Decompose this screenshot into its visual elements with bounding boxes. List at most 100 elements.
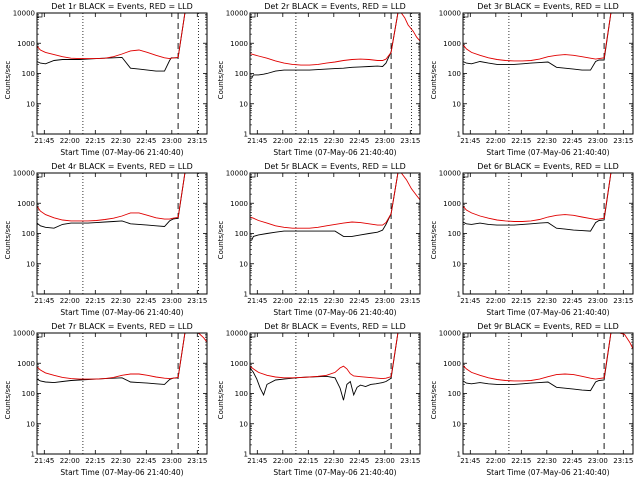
x-tick-label: 22:30 <box>537 457 557 465</box>
series-line-lld <box>37 173 189 222</box>
panel-title: Det 7r BLACK = Events, RED = LLD <box>51 322 193 331</box>
x-tick-label: 22:30 <box>111 457 131 465</box>
x-tick-label: 22:45 <box>562 137 582 145</box>
y-tick-label: 10000 <box>439 330 461 338</box>
y-axis-label: Counts/sec <box>217 220 225 260</box>
x-tick-label: 22:45 <box>136 297 156 305</box>
x-axis-label: Start Time (07-May-06 21:40:40) <box>273 148 397 157</box>
y-tick-label: 1000 <box>443 360 461 368</box>
panel-title: Det 8r BLACK = Events, RED = LLD <box>264 322 406 331</box>
x-tick-label: 22:30 <box>324 457 344 465</box>
series-line-lld <box>463 13 615 62</box>
series-line-events <box>250 173 402 241</box>
x-tick-label: 22:00 <box>60 137 80 145</box>
x-tick-label: 22:15 <box>85 137 105 145</box>
x-tick-label: 23:00 <box>162 297 182 305</box>
y-tick-label: 10 <box>239 100 248 108</box>
corner-marker <box>249 172 256 178</box>
y-tick-label: 100 <box>235 230 248 238</box>
x-tick-label: 21:45 <box>34 297 54 305</box>
x-tick-label: 22:30 <box>324 137 344 145</box>
x-tick-label: 23:00 <box>162 137 182 145</box>
x-tick-label: 22:45 <box>562 297 582 305</box>
x-tick-label: 22:45 <box>136 137 156 145</box>
chart-svg: 1 10 100 1000 10000 21:45 22:00 22:15 22:30 22:45… <box>226 170 421 305</box>
panel-title: Det 3r BLACK = Events, RED = LLD <box>477 2 619 11</box>
series-line-events <box>37 173 189 229</box>
y-tick-label: 10000 <box>226 10 248 18</box>
x-tick-label: 21:45 <box>460 457 480 465</box>
series-line-lld <box>250 173 420 229</box>
y-tick-label: 1000 <box>17 40 35 48</box>
panel-title: Det 4r BLACK = Events, RED = LLD <box>51 162 193 171</box>
x-axis-label: Start Time (07-May-06 21:40:40) <box>486 308 610 317</box>
series-line-lld <box>37 333 207 380</box>
x-tick-label: 22:15 <box>511 297 531 305</box>
detector-panel-7: 1 10 100 1000 10000 21:45 22:00 22:15 22:30 22:45… <box>0 320 213 480</box>
x-tick-label: 22:00 <box>273 457 293 465</box>
x-tick-label: 22:00 <box>273 137 293 145</box>
y-tick-label: 10000 <box>226 170 248 178</box>
y-tick-label: 100 <box>235 70 248 78</box>
detector-panel-6: 1 10 100 1000 10000 21:45 22:00 22:15 22:30 22:45… <box>426 160 639 320</box>
corner-marker <box>36 332 43 338</box>
x-tick-label: 22:45 <box>349 137 369 145</box>
y-tick-label: 10000 <box>13 170 35 178</box>
corner-marker <box>462 332 469 338</box>
x-axis-label: Start Time (07-May-06 21:40:40) <box>273 468 397 477</box>
y-tick-label: 100 <box>22 230 35 238</box>
x-tick-label: 23:15 <box>400 137 420 145</box>
x-axis-label: Start Time (07-May-06 21:40:40) <box>486 148 610 157</box>
series-line-lld <box>463 333 633 382</box>
x-tick-label: 21:45 <box>34 457 54 465</box>
y-tick-label: 1000 <box>17 200 35 208</box>
x-tick-label: 23:15 <box>613 137 633 145</box>
plot-frame <box>36 12 208 135</box>
plot-frame <box>249 332 421 455</box>
panel-title: Det 5r BLACK = Events, RED = LLD <box>264 162 406 171</box>
chart-svg: 1 10 100 1000 10000 21:45 22:00 22:15 22:30 22:45… <box>13 170 208 305</box>
y-tick-label: 1000 <box>230 200 248 208</box>
x-tick-label: 22:15 <box>511 137 531 145</box>
x-tick-label: 22:15 <box>511 457 531 465</box>
y-tick-label: 1 <box>244 291 248 299</box>
x-tick-label: 22:00 <box>60 297 80 305</box>
x-tick-label: 23:00 <box>375 137 395 145</box>
corner-marker <box>462 12 469 18</box>
y-tick-label: 100 <box>448 390 461 398</box>
plot-frame <box>36 172 208 295</box>
x-tick-label: 21:45 <box>460 297 480 305</box>
plot-frame <box>249 12 421 135</box>
y-tick-label: 10 <box>26 260 35 268</box>
y-tick-label: 10 <box>239 260 248 268</box>
series-line-events <box>463 13 615 71</box>
y-tick-label: 100 <box>22 70 35 78</box>
plot-frame <box>36 332 208 455</box>
x-tick-label: 22:15 <box>298 137 318 145</box>
x-tick-label: 23:00 <box>588 297 608 305</box>
y-tick-label: 1 <box>244 131 248 139</box>
y-tick-label: 10000 <box>13 330 35 338</box>
detector-panel-3: 1 10 100 1000 10000 21:45 22:00 22:15 22:30 22:45… <box>426 0 639 160</box>
x-tick-label: 23:15 <box>187 137 207 145</box>
series-line-events <box>250 13 420 79</box>
x-tick-label: 23:15 <box>187 457 207 465</box>
x-tick-label: 22:15 <box>298 457 318 465</box>
y-tick-label: 1000 <box>443 200 461 208</box>
y-tick-label: 1 <box>244 451 248 459</box>
y-tick-label: 100 <box>22 390 35 398</box>
panel-title: Det 1r BLACK = Events, RED = LLD <box>51 2 193 11</box>
x-tick-label: 23:15 <box>613 297 633 305</box>
x-tick-label: 23:00 <box>375 297 395 305</box>
x-tick-label: 22:15 <box>298 297 318 305</box>
x-axis-label: Start Time (07-May-06 21:40:40) <box>60 468 184 477</box>
x-tick-label: 22:45 <box>349 297 369 305</box>
x-tick-label: 21:45 <box>247 137 267 145</box>
y-tick-label: 1 <box>457 291 461 299</box>
x-tick-label: 23:15 <box>613 457 633 465</box>
series-line-lld <box>37 13 189 60</box>
x-axis-label: Start Time (07-May-06 21:40:40) <box>60 308 184 317</box>
chart-svg: 1 10 100 1000 10000 21:45 22:00 22:15 22:30 22:45… <box>226 330 421 465</box>
x-tick-label: 22:30 <box>111 297 131 305</box>
chart-svg: 1 10 100 1000 10000 21:45 22:00 22:15 22:30 22:45… <box>13 10 208 145</box>
